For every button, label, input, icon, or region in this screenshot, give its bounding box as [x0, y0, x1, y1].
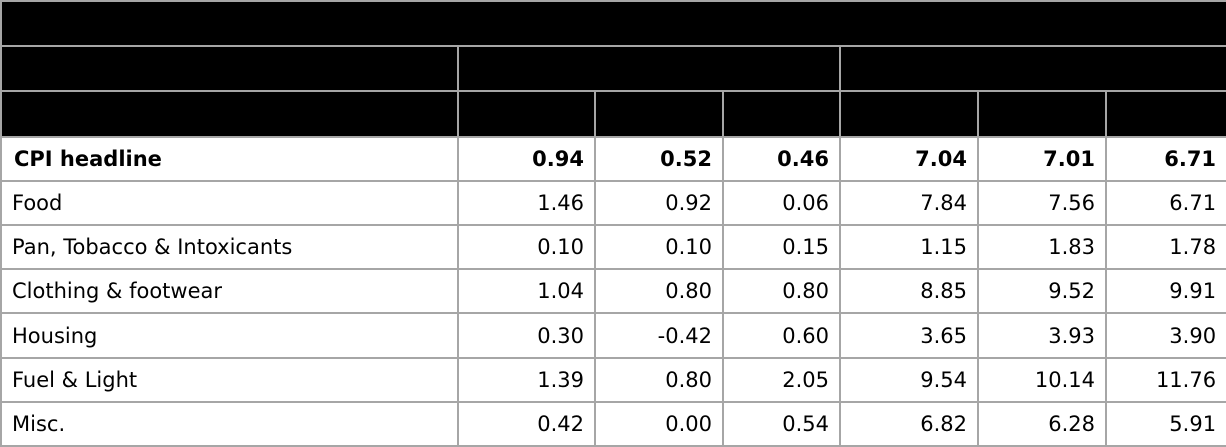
- group-header-yoy: %YoY: [838, 45, 1226, 93]
- value-cell: 1.83: [977, 224, 1107, 271]
- group-header-blank: [0, 45, 459, 93]
- value-cell: 0.80: [722, 268, 841, 315]
- table-row: Housing 0.30 -0.42 0.60 3.65 3.93 3.90: [0, 312, 1226, 359]
- group-header-row: %MoM %YoY: [0, 45, 1226, 93]
- period-header: Jul-22: [1104, 90, 1226, 138]
- table-row: Clothing & footwear 1.04 0.80 0.80 8.85 9.52 9…: [0, 268, 1226, 315]
- value-cell: 0.80: [594, 268, 724, 315]
- value-cell: 7.04: [839, 135, 979, 182]
- row-label: Food: [0, 179, 459, 227]
- period-header-blank: [0, 90, 459, 138]
- row-label: Clothing & footwear: [0, 268, 459, 315]
- value-cell: 0.92: [594, 179, 724, 227]
- value-cell: -0.42: [594, 312, 724, 359]
- value-cell: 6.82: [839, 400, 979, 447]
- table-row: Pan, Tobacco & Intoxicants 0.10 0.10 0.15 1.…: [0, 224, 1226, 271]
- value-cell: 5.91: [1104, 400, 1226, 447]
- value-cell: 0.00: [594, 400, 724, 447]
- value-cell: 8.85: [839, 268, 979, 315]
- table-row: Misc. 0.42 0.00 0.54 6.82 6.28 5.91: [0, 400, 1226, 447]
- value-cell: 3.90: [1104, 312, 1226, 359]
- value-cell: 1.15: [839, 224, 979, 271]
- value-cell: 1.39: [457, 356, 596, 403]
- period-header: May-22: [839, 90, 979, 138]
- value-cell: 1.46: [457, 179, 596, 227]
- value-cell: 6.71: [1104, 179, 1226, 227]
- row-label: Fuel & Light: [0, 356, 459, 403]
- table-row: Fuel & Light 1.39 0.80 2.05 9.54 10.14 11.76: [0, 356, 1226, 403]
- table-title: CPI sub-components: [0, 0, 1226, 48]
- row-label: CPI headline: [0, 135, 459, 182]
- value-cell: 7.01: [977, 135, 1107, 182]
- value-cell: 7.84: [839, 179, 979, 227]
- value-cell: 0.52: [594, 135, 724, 182]
- value-cell: 0.80: [594, 356, 724, 403]
- value-cell: 0.30: [457, 312, 596, 359]
- value-cell: 3.93: [977, 312, 1107, 359]
- period-header: May-22: [457, 90, 596, 138]
- value-cell: 9.91: [1104, 268, 1226, 315]
- period-header: Jul-22: [722, 90, 841, 138]
- value-cell: 7.56: [977, 179, 1107, 227]
- value-cell: 0.60: [722, 312, 841, 359]
- table-row: CPI headline 0.94 0.52 0.46 7.04 7.01 6.71: [0, 135, 1226, 182]
- period-header: Jun-22: [977, 90, 1107, 138]
- table-row: Food 1.46 0.92 0.06 7.84 7.56 6.71: [0, 179, 1226, 227]
- value-cell: 1.78: [1104, 224, 1226, 271]
- value-cell: 2.05: [722, 356, 841, 403]
- value-cell: 0.46: [722, 135, 841, 182]
- period-header-row: May-22 Jun-22 Jul-22 May-22 Jun-22 Jul-2…: [0, 90, 1226, 138]
- value-cell: 11.76: [1104, 356, 1226, 403]
- value-cell: 9.52: [977, 268, 1107, 315]
- value-cell: 0.06: [722, 179, 841, 227]
- period-header: Jun-22: [594, 90, 724, 138]
- value-cell: 0.10: [457, 224, 596, 271]
- value-cell: 0.94: [457, 135, 596, 182]
- title-row: CPI sub-components: [0, 0, 1226, 48]
- row-label: Misc.: [0, 400, 459, 447]
- value-cell: 9.54: [839, 356, 979, 403]
- value-cell: 6.71: [1104, 135, 1226, 182]
- value-cell: 10.14: [977, 356, 1107, 403]
- value-cell: 1.04: [457, 268, 596, 315]
- value-cell: 0.15: [722, 224, 841, 271]
- value-cell: 0.10: [594, 224, 724, 271]
- value-cell: 0.54: [722, 400, 841, 447]
- row-label: Housing: [0, 312, 459, 359]
- row-label: Pan, Tobacco & Intoxicants: [0, 224, 459, 271]
- group-header-mom: %MoM: [457, 45, 841, 93]
- value-cell: 6.28: [977, 400, 1107, 447]
- value-cell: 0.42: [457, 400, 596, 447]
- value-cell: 3.65: [839, 312, 979, 359]
